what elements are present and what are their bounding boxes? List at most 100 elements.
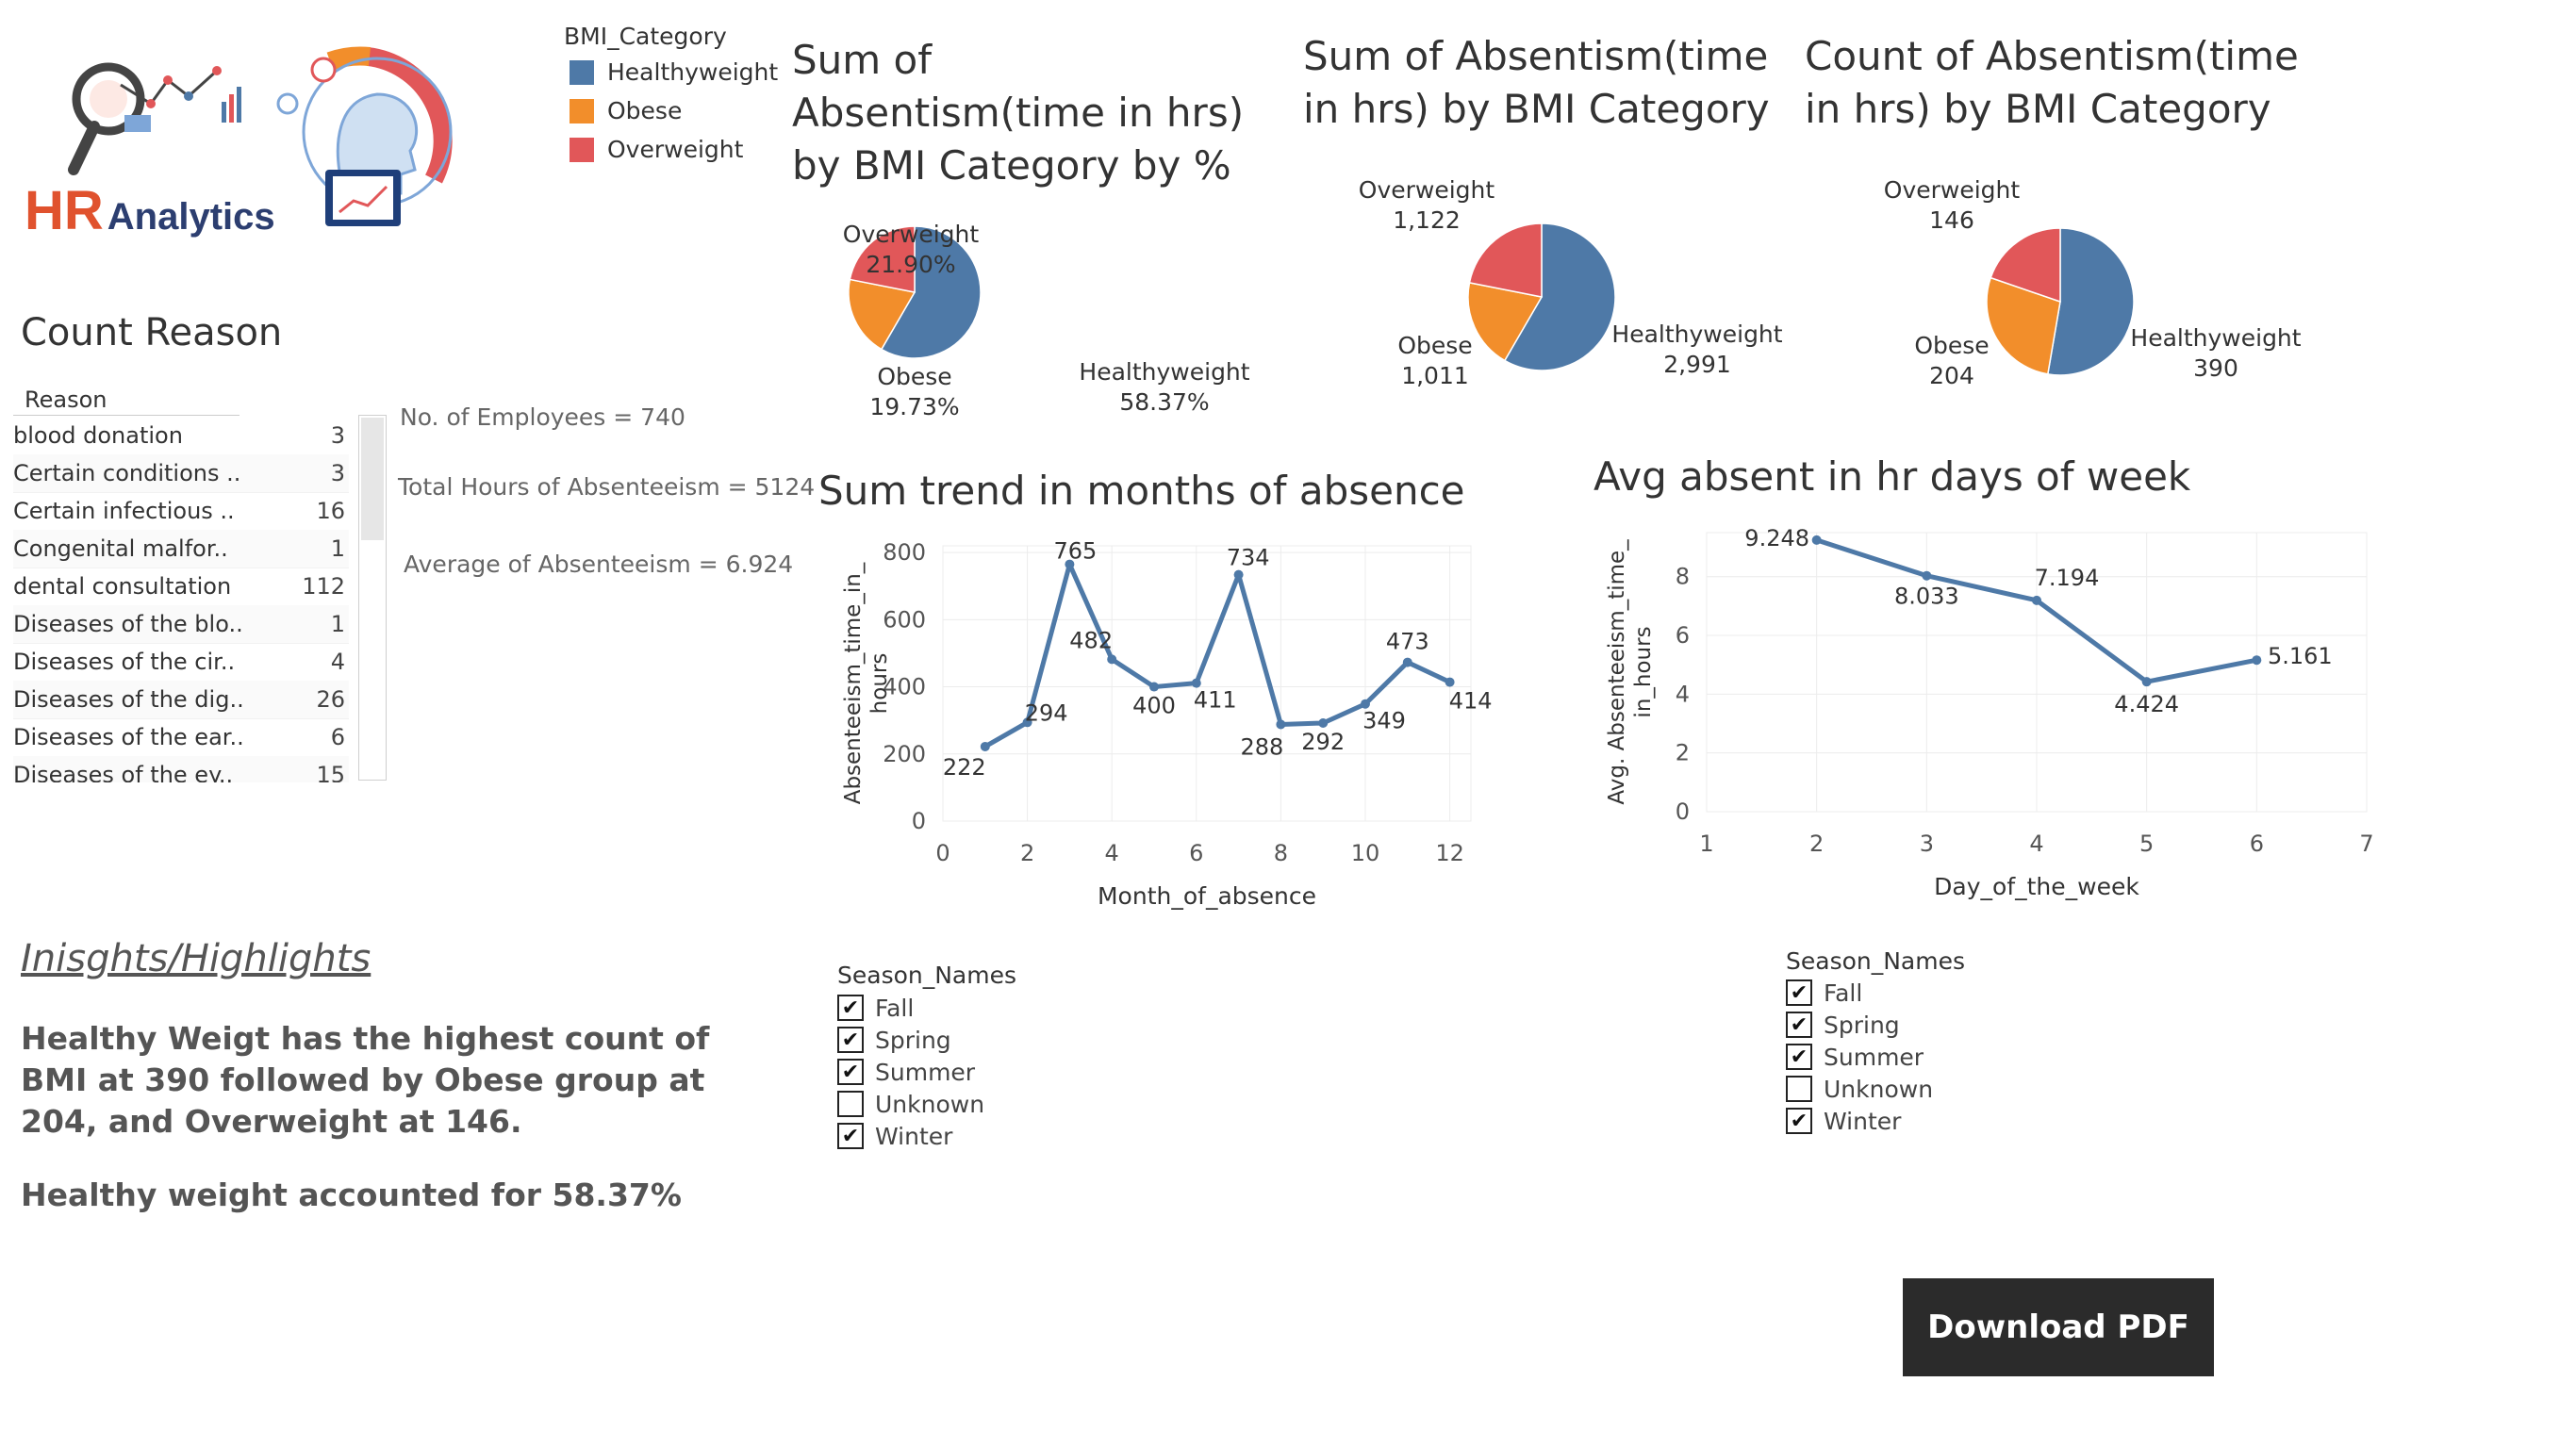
count-reason-title: Count Reason (21, 311, 283, 354)
pie-chart-sum[interactable]: Healthyweight 2,991 Obese 1,011 Overweight1,… (1339, 170, 1810, 396)
data-point[interactable] (1065, 559, 1075, 569)
checkbox[interactable]: ✔ (1786, 1012, 1812, 1038)
data-point[interactable] (1191, 678, 1201, 688)
checkbox[interactable] (837, 1091, 864, 1117)
season-option-label: Summer (1824, 1043, 1924, 1071)
legend-label: Overweight (607, 136, 744, 163)
pie-label-obese: Obese (1397, 332, 1472, 359)
download-pdf-button[interactable]: Download PDF (1903, 1278, 2214, 1376)
data-point[interactable] (2252, 655, 2262, 666)
reason-label: Certain conditions .. (13, 460, 241, 486)
reason-label: dental consultation (13, 573, 232, 600)
data-point[interactable] (980, 741, 990, 751)
x-tick-label: 5 (2139, 831, 2154, 857)
y-tick-label: 4 (1676, 681, 1690, 707)
data-point[interactable] (2032, 595, 2041, 605)
pie-count-title: Count of Absentism(time in hrs) by BMI C… (1805, 33, 2299, 132)
table-row[interactable]: Congenital malfor.. 1 (13, 530, 349, 568)
data-point[interactable] (1361, 699, 1370, 709)
data-point[interactable] (1149, 682, 1159, 692)
checkbox[interactable] (1786, 1076, 1812, 1102)
season-option-fall[interactable]: ✔ Fall (1786, 977, 1862, 1009)
data-point[interactable] (1276, 719, 1286, 730)
table-row[interactable]: Diseases of the ear.. 6 (13, 718, 349, 757)
pie-value-overweight: 21.90% (866, 251, 955, 278)
season-option-spring[interactable]: ✔ Spring (1786, 1009, 1900, 1041)
season-option-label: Winter (1824, 1107, 1902, 1135)
season-option-fall[interactable]: ✔ Fall (837, 992, 914, 1024)
pie-value-obese: 19.73% (869, 393, 959, 420)
table-row[interactable]: Certain infectious .. 16 (13, 492, 349, 531)
pie-slice-overweight[interactable] (1990, 227, 2061, 304)
table-row[interactable]: blood donation 3 (13, 417, 349, 455)
table-row[interactable]: Diseases of the blo.. 1 (13, 605, 349, 644)
pie-label-healthyweight: Healthyweight (2130, 324, 2301, 352)
data-label: 9.248 (1744, 525, 1809, 551)
table-row[interactable]: Diseases of the ey.. 15 (13, 756, 349, 782)
data-point[interactable] (1233, 569, 1244, 580)
checkbox[interactable]: ✔ (1786, 979, 1812, 1006)
pie-slice-overweight[interactable] (849, 225, 916, 293)
table-row[interactable]: Diseases of the cir.. 4 (13, 643, 349, 682)
data-point[interactable] (1107, 654, 1117, 665)
logo-hr-text: HR (25, 180, 104, 241)
month-trend-chart[interactable]: 0 200 400 600 800 0 2 4 6 8 10 12 Month_of_absence Ab… (820, 523, 1603, 938)
y-tick-label: 2 (1676, 740, 1690, 766)
y-tick-label: 6 (1676, 622, 1690, 649)
season-option-unknown[interactable]: Unknown (837, 1088, 984, 1120)
season-option-winter[interactable]: ✔ Winter (1786, 1105, 1901, 1137)
season-option-spring[interactable]: ✔ Spring (837, 1024, 951, 1056)
season-option-summer[interactable]: ✔ Summer (1786, 1041, 1924, 1073)
pie-slice-obese[interactable] (1986, 276, 2061, 375)
checkbox[interactable]: ✔ (837, 1027, 864, 1053)
data-point[interactable] (1445, 677, 1455, 687)
reason-count: 3 (330, 422, 345, 449)
reason-column-header: Reason (25, 387, 107, 413)
pie-slice-healthyweight[interactable] (880, 225, 982, 359)
logo-analytics-text: Analytics (107, 196, 275, 238)
checkbox[interactable]: ✔ (1786, 1108, 1812, 1134)
season-option-winter[interactable]: ✔ Winter (837, 1120, 952, 1152)
table-row[interactable]: Certain conditions .. 3 (13, 454, 349, 493)
table-row[interactable]: dental consultation 112 (13, 568, 349, 606)
pie-slice-healthyweight[interactable] (1503, 222, 1616, 371)
pie-value-healthyweight: 390 (2193, 354, 2238, 382)
legend-item-obese[interactable]: Obese (570, 97, 682, 124)
pie-slice-obese[interactable] (848, 278, 916, 351)
legend-item-overweight[interactable]: Overweight (570, 136, 743, 163)
series-line[interactable] (983, 562, 1451, 749)
x-tick-label: 8 (1274, 840, 1288, 866)
season-option-unknown[interactable]: Unknown (1786, 1073, 1933, 1105)
data-point[interactable] (1402, 657, 1412, 667)
y-axis-title: Absenteeism_time_in_ (841, 562, 866, 804)
table-row[interactable]: Diseases of the dig.. 26 (13, 681, 349, 719)
pie-label-healthyweight: Healthyweight (1611, 321, 1782, 348)
checkbox[interactable]: ✔ (1786, 1044, 1812, 1070)
data-point[interactable] (1318, 718, 1329, 729)
data-point[interactable] (1811, 535, 1822, 545)
pie-value-healthyweight: 2,991 (1663, 351, 1731, 378)
pie-slice-obese[interactable] (1467, 282, 1544, 362)
reason-table[interactable]: blood donation 3 Certain conditions .. 3 Cer… (0, 415, 396, 782)
pie-label-overweight: Overweight (1884, 176, 2021, 204)
y-axis-title: in_hours (1631, 626, 1656, 717)
pie-label-overweight: Overweight (843, 221, 980, 248)
pie-slice-healthyweight[interactable] (2046, 227, 2135, 376)
weekday-avg-chart[interactable]: 0 2 4 6 8 1 2 3 4 5 6 7 Day_of_the_week Avg. Absentee… (1603, 514, 2386, 919)
legend-item-healthyweight[interactable]: Healthyweight (570, 58, 778, 86)
data-point[interactable] (1922, 570, 1932, 581)
reason-table-scrollbar[interactable] (358, 415, 387, 781)
checkbox[interactable]: ✔ (837, 1059, 864, 1085)
reason-count: 16 (316, 498, 345, 524)
checkbox[interactable]: ✔ (837, 1123, 864, 1149)
checkbox[interactable]: ✔ (837, 995, 864, 1021)
data-point[interactable] (2141, 677, 2152, 687)
data-label: 8.033 (1894, 584, 1959, 610)
month-trend-title: Sum trend in months of absence (818, 468, 1465, 514)
season-option-summer[interactable]: ✔ Summer (837, 1056, 975, 1088)
pie-slice-overweight[interactable] (1468, 222, 1543, 298)
y-axis-title: hours (867, 653, 892, 715)
data-point[interactable] (1022, 717, 1032, 728)
